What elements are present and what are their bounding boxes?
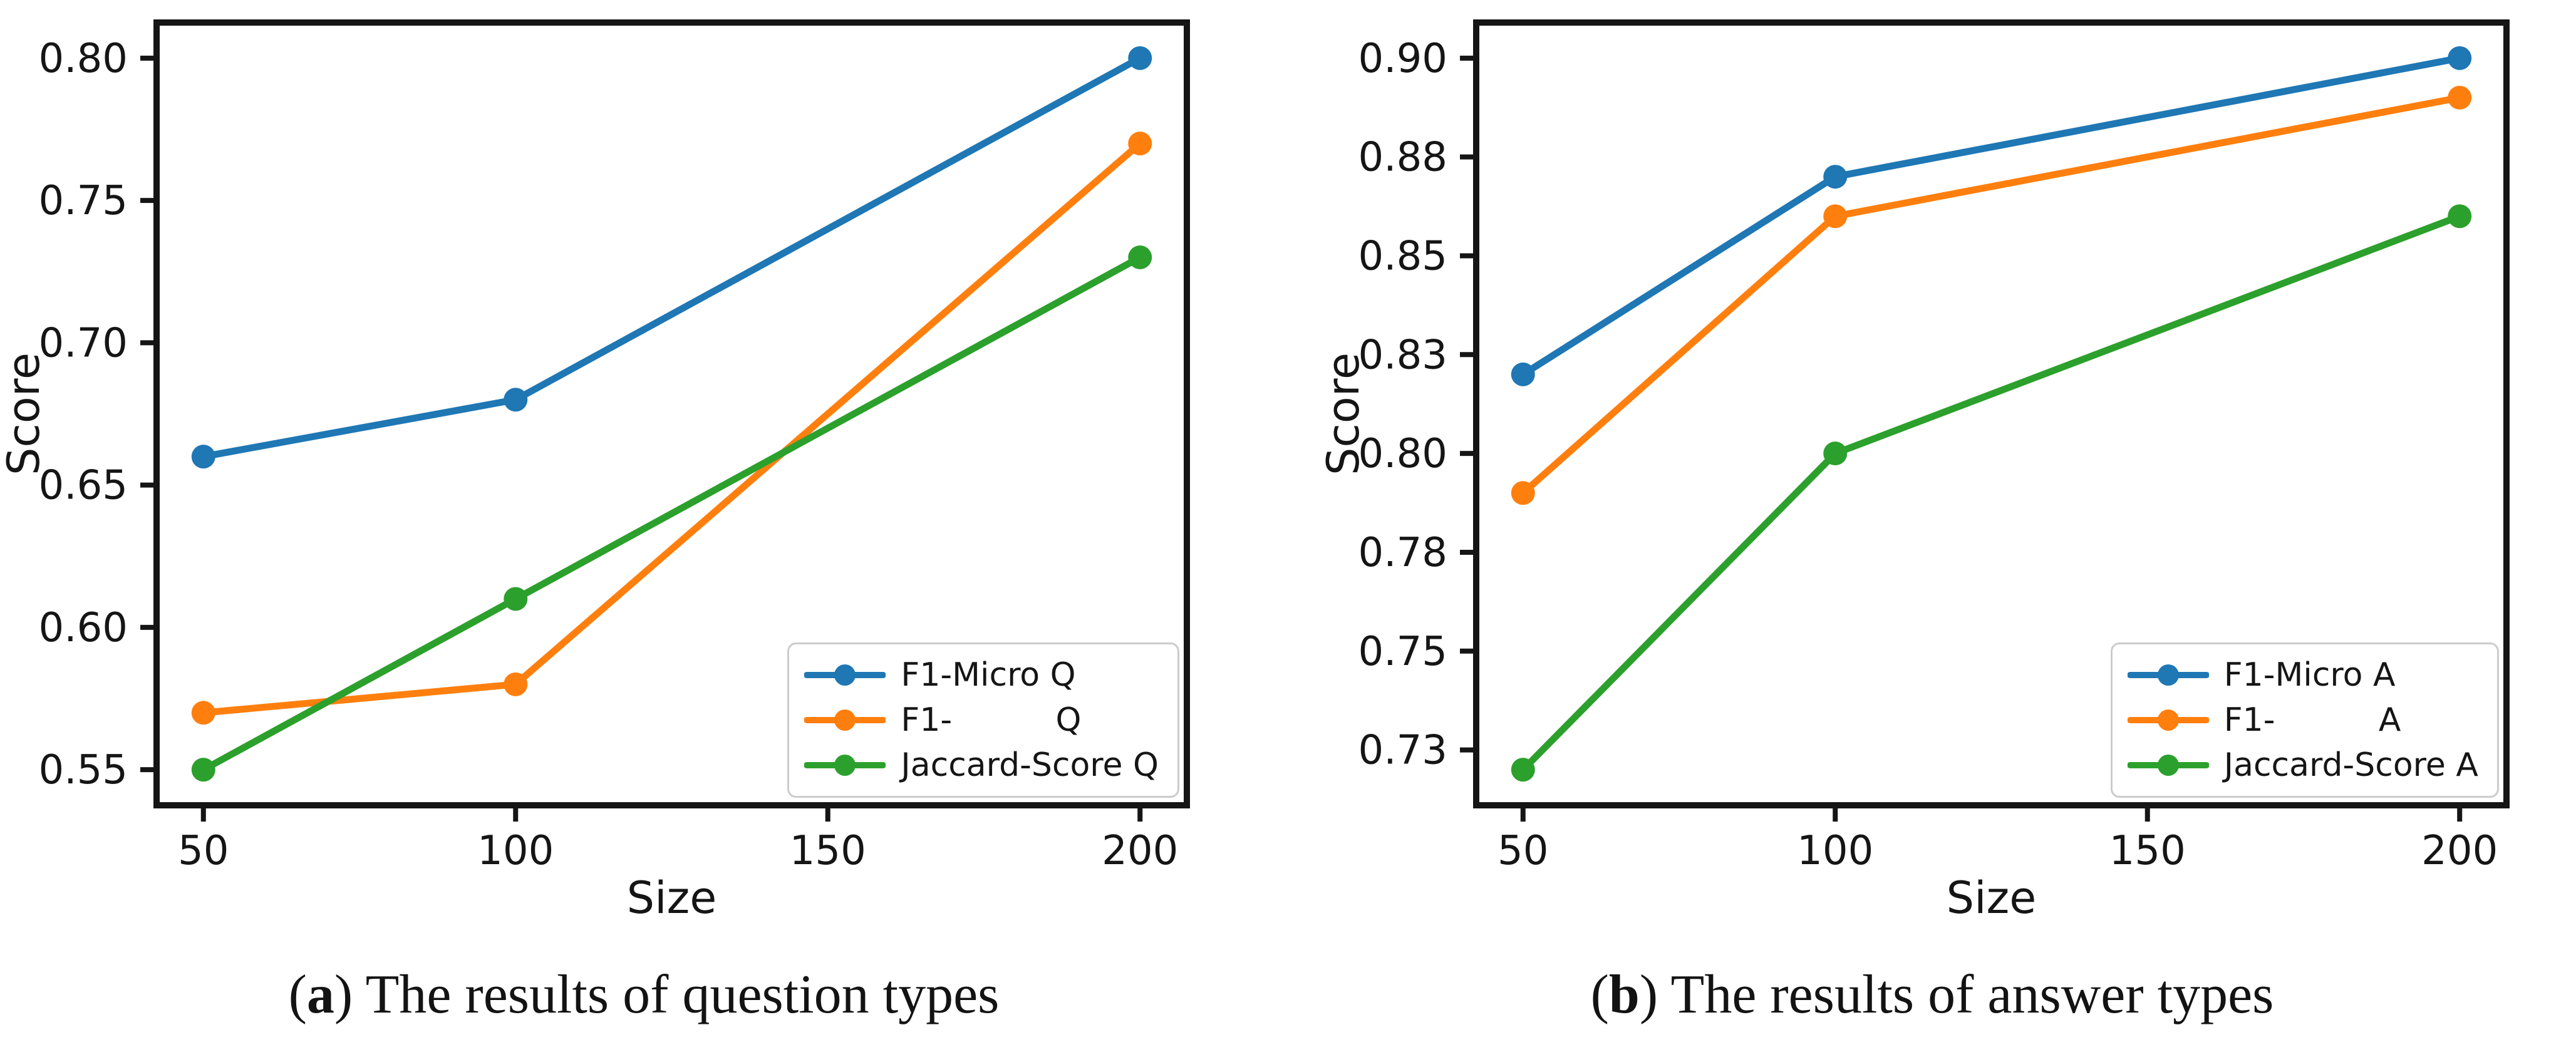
legend-label: F1-Micro Q	[901, 656, 1076, 694]
caption-a-text: ) The results of question types	[334, 964, 1000, 1025]
legend-entry-1: F1- A	[2127, 701, 2478, 739]
legend-label: F1-Micro A	[2223, 656, 2396, 694]
plot-border	[1473, 19, 2510, 808]
caption-b: (b) The results of answer types	[1288, 963, 2576, 1026]
legend-line-marker-icon	[2127, 664, 2209, 686]
data-point-marker	[2448, 85, 2472, 110]
y-tick-label: 0.85	[1358, 233, 1448, 279]
y-axis-title: Score	[1318, 353, 1369, 475]
legend-line-marker-icon	[804, 755, 886, 776]
data-point-marker	[2448, 46, 2472, 70]
data-point-marker	[504, 587, 528, 611]
data-point-marker	[191, 758, 215, 782]
x-tick-label: 50	[178, 828, 229, 874]
series-line-1	[1519, 94, 2463, 497]
x-tick-label: 100	[1797, 828, 1873, 874]
legend-entry-2: Jaccard-Score Q	[804, 747, 1159, 783]
data-point-marker	[1823, 165, 1848, 189]
x-tick-label: 200	[1102, 828, 1178, 874]
data-point-marker	[1511, 362, 1535, 386]
caption-a: (a) The results of question types	[0, 963, 1288, 1026]
y-tick-label: 0.75	[1358, 629, 1448, 675]
chart-b-plot: 50 100 150 200 0.73 0.75 0.78 0.80 0.83 0.85 0.88 0…	[1318, 19, 2510, 924]
data-point-marker	[1511, 481, 1535, 505]
legend-entry-0: F1-Micro Q	[804, 657, 1159, 693]
y-tick-label: 0.65	[39, 463, 128, 509]
legend-label: F1- Q	[901, 701, 1082, 739]
legend-label: Jaccard-Score Q	[901, 746, 1159, 784]
legend-line-marker-icon	[2127, 755, 2209, 776]
x-tick-label: 200	[2421, 828, 2498, 874]
x-axis-title: Size	[1947, 872, 2037, 924]
y-tick-label: 0.78	[1358, 530, 1448, 576]
x-tick-label: 100	[477, 828, 554, 874]
y-tick-label: 0.80	[39, 36, 128, 82]
legend-entry-1: F1- Q	[804, 702, 1159, 738]
legend-entry-2: Jaccard-Score A	[2127, 746, 2478, 784]
data-point-marker	[504, 388, 528, 412]
y-tick-label: 0.75	[39, 178, 128, 224]
data-point-marker	[504, 672, 528, 696]
legend-entry-0: F1-Micro A	[2127, 656, 2478, 694]
legend-line-marker-icon	[804, 709, 886, 731]
data-point-marker	[1511, 758, 1535, 782]
data-point-marker	[191, 445, 215, 469]
data-point-marker	[1823, 441, 1848, 466]
y-tick-label: 0.80	[1358, 431, 1448, 477]
caption-b-text: ) The results of answer types	[1639, 964, 2274, 1025]
chart-panel-a: 50 100 150 200 0.55 0.60 0.65 0.70 0.75 0.80 Size S…	[0, 19, 1288, 1026]
caption-b-paren-open: (	[1590, 964, 1609, 1025]
legend-line-marker-icon	[2127, 709, 2209, 731]
plot-border	[153, 19, 1190, 808]
y-tick-label: 0.60	[39, 605, 128, 651]
legend-b: F1-Micro A F1- A Jaccard-Score A	[2110, 642, 2499, 798]
data-point-marker	[1128, 245, 1152, 269]
y-tick-label: 0.83	[1358, 332, 1448, 378]
x-tick-label: 150	[790, 828, 866, 874]
caption-a-letter: a	[306, 964, 334, 1025]
data-point-marker	[1128, 46, 1152, 70]
x-axis-title: Size	[627, 872, 717, 924]
y-axis-title: Score	[0, 353, 49, 475]
x-tick-label: 150	[2109, 828, 2186, 874]
caption-b-letter: b	[1608, 964, 1640, 1025]
legend-line-marker-icon	[804, 664, 886, 686]
y-tick-label: 0.70	[39, 320, 128, 366]
legend-label: F1- A	[2223, 701, 2401, 739]
chart-panel-b: 50 100 150 200 0.73 0.75 0.78 0.80 0.83 0.85 0.88 0…	[1288, 0, 2576, 1052]
chart-a-plot: 50 100 150 200 0.55 0.60 0.65 0.70 0.75 0.80 Size S…	[0, 19, 1190, 924]
legend-label: Jaccard-Score A	[2223, 746, 2478, 784]
legend-a: F1-Micro Q F1- Q Jaccard-Score Q	[787, 642, 1179, 798]
series-line-0	[1519, 54, 2463, 378]
data-point-marker	[2448, 204, 2472, 229]
y-tick-label: 0.55	[39, 747, 128, 793]
caption-a-paren-open: (	[288, 964, 307, 1025]
series-line-0	[200, 54, 1144, 460]
data-point-marker	[1128, 132, 1152, 156]
data-point-marker	[1823, 204, 1848, 229]
y-tick-label: 0.73	[1358, 728, 1448, 774]
y-tick-label: 0.88	[1358, 135, 1448, 181]
data-point-marker	[191, 701, 215, 725]
y-tick-label: 0.90	[1358, 36, 1448, 82]
x-tick-label: 50	[1497, 828, 1548, 874]
